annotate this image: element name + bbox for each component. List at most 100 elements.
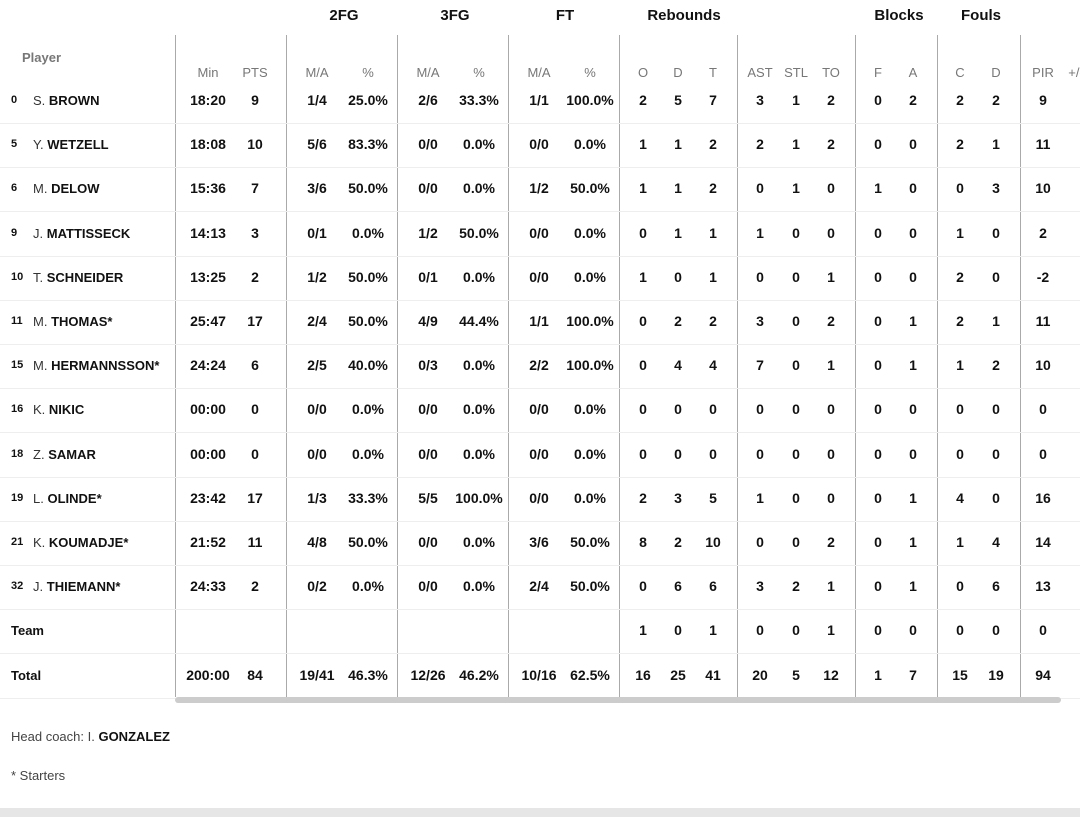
player-name[interactable]: Z. SAMAR xyxy=(33,447,96,462)
column-header[interactable]: +/- xyxy=(1068,65,1080,80)
player-name[interactable]: J. MATTISSECK xyxy=(33,226,130,241)
stat-cell: 50.0% xyxy=(348,534,388,550)
player-last-name: THIEMANN* xyxy=(46,579,121,595)
stat-cell: 1 xyxy=(709,622,717,639)
column-header[interactable]: M/A xyxy=(416,65,440,80)
stat-cell: 11 xyxy=(247,534,263,550)
stat-cell: 10 xyxy=(247,136,263,153)
stat-cell: 15 xyxy=(952,666,968,683)
stat-cell: 0 xyxy=(909,268,917,285)
player-row: 9 J. MATTISSECK 14:13 3 0/1 0.0% 1/2 50.0% 0/0 0.… xyxy=(0,211,1080,255)
player-last-name: OLINDE* xyxy=(47,490,102,506)
player-name[interactable]: Y. WETZELL xyxy=(33,137,109,152)
column-header[interactable]: STL xyxy=(784,65,808,80)
player-name[interactable]: K. KOUMADJE* xyxy=(33,535,128,550)
stat-cell: 7 xyxy=(756,357,764,374)
stat-cell: 2/6 xyxy=(418,92,438,108)
stat-cell: 0 xyxy=(639,313,647,329)
stat-cell: 2/2 xyxy=(529,357,549,374)
stat-cell: 0.0% xyxy=(352,401,384,418)
stat-cell: 9 xyxy=(1039,92,1047,108)
stat-cell: 18:20 xyxy=(190,92,226,108)
column-header[interactable]: M/A xyxy=(527,65,551,80)
stat-cell: 0 xyxy=(909,401,917,418)
stat-cell: 6 xyxy=(709,578,717,595)
stat-cell: 0.0% xyxy=(463,445,495,462)
player-row: 6 M. DELOW 15:36 7 3/6 50.0% 0/0 0.0% 1/2 50.0% 1 1… xyxy=(0,166,1080,210)
column-header[interactable]: M/A xyxy=(305,65,329,80)
group-header-2fg: 2FG xyxy=(329,7,359,24)
column-header[interactable]: % xyxy=(473,65,485,80)
stat-cell: 0 xyxy=(756,180,764,197)
stat-cell: 0/0 xyxy=(529,445,549,462)
stat-cell: 0 xyxy=(874,224,882,241)
group-header-fouls: Fouls xyxy=(961,7,1001,24)
player-name[interactable]: J. THIEMANN* xyxy=(33,579,120,594)
stat-cell: 2 xyxy=(827,136,835,153)
column-header[interactable]: AST xyxy=(747,65,773,80)
stat-cell: 0 xyxy=(909,445,917,462)
column-header[interactable]: Min xyxy=(197,65,219,80)
stat-cell: 2 xyxy=(251,578,259,595)
row-divider xyxy=(0,211,1080,213)
stat-cell: 0 xyxy=(827,224,835,241)
column-header[interactable]: O xyxy=(637,65,649,80)
player-name[interactable]: M. HERMANNSSON* xyxy=(33,358,159,373)
jersey-number: 10 xyxy=(11,270,24,283)
stat-cell: 46.2% xyxy=(459,666,499,683)
stat-cell: 0 xyxy=(909,180,917,197)
stat-cell: 2 xyxy=(992,92,1000,108)
column-header[interactable]: A xyxy=(908,65,918,80)
player-name[interactable]: K. NIKIC xyxy=(33,402,84,417)
player-name[interactable]: T. SCHNEIDER xyxy=(33,270,123,285)
stat-cell: 5 xyxy=(792,666,800,683)
stat-cell: 0 xyxy=(1039,622,1047,639)
stat-cell: 50.0% xyxy=(570,180,610,197)
column-header[interactable]: % xyxy=(584,65,596,80)
stat-cell: 1 xyxy=(827,622,835,639)
stat-cell: 1 xyxy=(792,180,800,197)
column-header[interactable]: C xyxy=(955,65,965,80)
row-divider xyxy=(0,388,1080,390)
row-divider xyxy=(0,299,1080,301)
total-label: Total xyxy=(11,667,42,683)
column-header[interactable]: F xyxy=(874,65,882,80)
stat-cell: 0.0% xyxy=(463,578,495,595)
column-divider xyxy=(855,35,856,697)
stat-cell: 1/3 xyxy=(307,489,327,506)
column-header[interactable]: T xyxy=(709,65,717,80)
column-header[interactable]: % xyxy=(362,65,374,80)
stat-cell: 83.3% xyxy=(348,136,388,153)
stat-cell: 0 xyxy=(792,268,800,285)
stat-cell: 16 xyxy=(1035,489,1051,506)
column-header[interactable]: PTS xyxy=(242,65,268,80)
stat-cell: 0 xyxy=(909,224,917,241)
stat-cell: 0.0% xyxy=(463,534,495,550)
stat-cell: 2/4 xyxy=(307,313,327,329)
stat-cell: 0/0 xyxy=(418,136,438,153)
column-header[interactable]: D xyxy=(991,65,1001,80)
column-divider xyxy=(937,35,938,697)
player-name[interactable]: L. OLINDE* xyxy=(33,491,102,506)
horizontal-scrollbar[interactable] xyxy=(175,697,1061,703)
stat-cell: 8 xyxy=(639,534,647,550)
player-last-name: KOUMADJE* xyxy=(48,535,129,550)
stat-cell: 2 xyxy=(639,92,647,108)
stat-cell: 0 xyxy=(874,622,882,639)
stat-cell: 0 xyxy=(992,268,1000,285)
stat-cell: 00:00 xyxy=(190,401,226,418)
stat-cell: 2 xyxy=(827,313,835,329)
player-name[interactable]: M. THOMAS* xyxy=(33,314,112,329)
stat-cell: 1 xyxy=(639,136,647,153)
player-first-initial: L. xyxy=(33,490,44,506)
column-header[interactable]: D xyxy=(673,65,683,80)
column-header[interactable]: PIR xyxy=(1032,65,1054,80)
column-header[interactable]: TO xyxy=(822,65,840,80)
stat-cell: 1 xyxy=(827,578,835,595)
stat-cell: 40.0% xyxy=(348,357,388,374)
stat-cell: 0 xyxy=(756,445,764,462)
stat-cell: 9 xyxy=(251,92,259,108)
stat-cell: 1 xyxy=(874,180,882,197)
player-name[interactable]: M. DELOW xyxy=(33,181,99,196)
player-name[interactable]: S. BROWN xyxy=(33,93,99,108)
